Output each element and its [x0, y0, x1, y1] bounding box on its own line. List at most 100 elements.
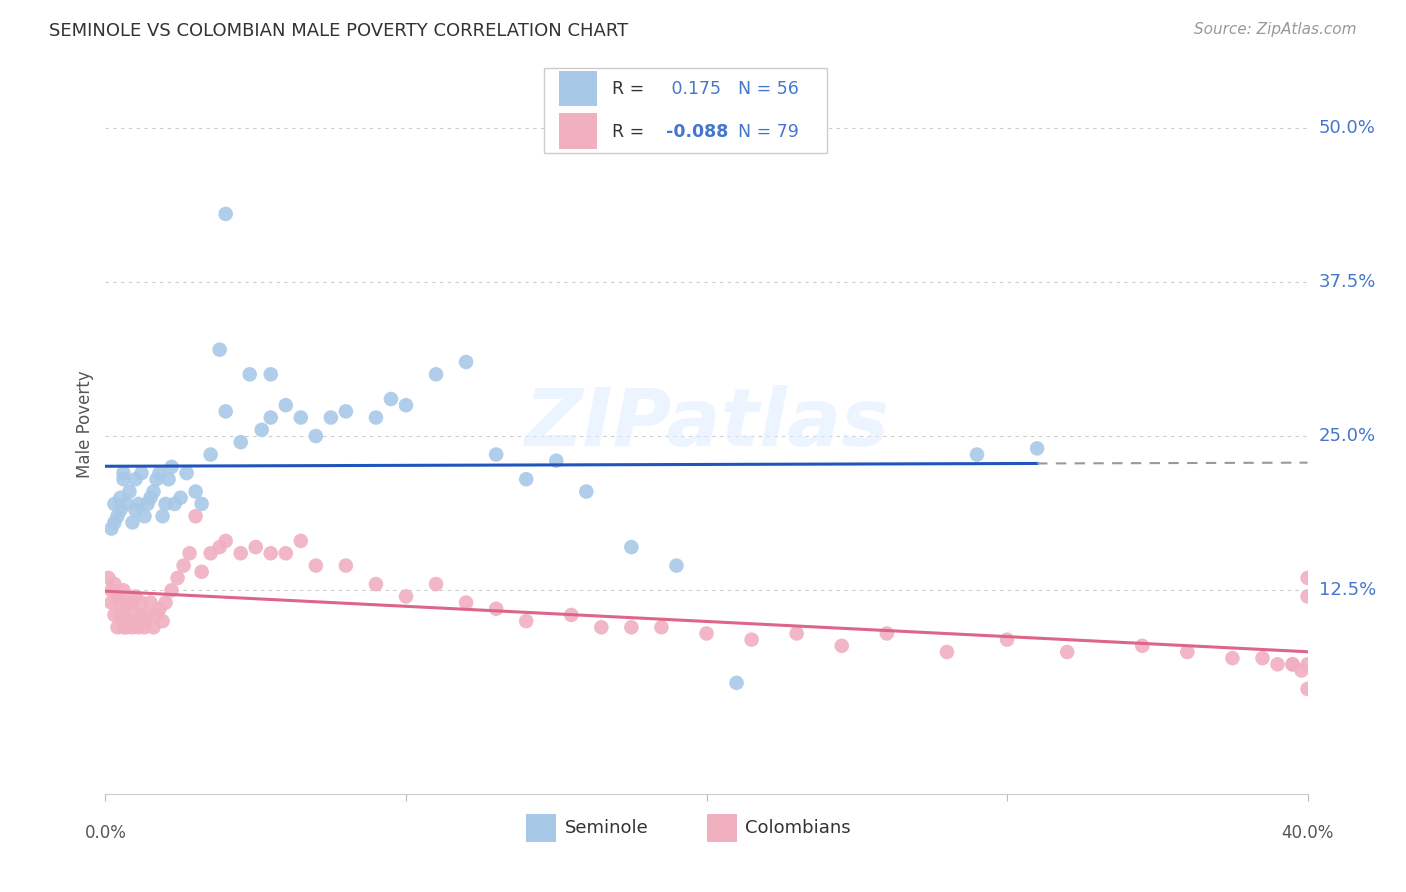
Point: [305, 558, 328, 573]
Point: [454, 596, 477, 610]
Point: [176, 466, 198, 480]
Point: [107, 620, 129, 634]
Point: [665, 558, 688, 573]
Point: [163, 497, 186, 511]
Point: [995, 632, 1018, 647]
Point: [239, 368, 262, 382]
Point: [229, 435, 252, 450]
Point: [155, 596, 177, 610]
Text: 40.0%: 40.0%: [1281, 824, 1334, 842]
Point: [145, 472, 167, 486]
Point: [290, 533, 312, 548]
Text: 12.5%: 12.5%: [1319, 582, 1376, 599]
Point: [966, 448, 988, 462]
Point: [1056, 645, 1078, 659]
Point: [1281, 657, 1303, 672]
Point: [395, 398, 418, 412]
Point: [112, 472, 135, 486]
Point: [1296, 681, 1319, 696]
Point: [214, 404, 236, 418]
Point: [380, 392, 402, 406]
Point: [118, 596, 141, 610]
Point: [1251, 651, 1274, 665]
Point: [155, 497, 177, 511]
Point: [214, 533, 236, 548]
FancyBboxPatch shape: [558, 113, 598, 149]
Point: [160, 459, 183, 474]
Text: 37.5%: 37.5%: [1319, 273, 1376, 291]
Point: [100, 522, 122, 536]
Point: [425, 577, 447, 591]
Point: [454, 355, 477, 369]
Point: [128, 497, 150, 511]
Point: [936, 645, 959, 659]
Text: ZIPatlas: ZIPatlas: [524, 384, 889, 463]
Point: [134, 620, 156, 634]
Point: [152, 614, 174, 628]
Point: [274, 546, 297, 560]
FancyBboxPatch shape: [558, 70, 598, 106]
Point: [112, 620, 135, 634]
Point: [145, 607, 167, 622]
Point: [425, 368, 447, 382]
Point: [786, 626, 808, 640]
Point: [103, 607, 125, 622]
Point: [485, 602, 508, 616]
Point: [131, 596, 153, 610]
Point: [364, 410, 387, 425]
Text: R =: R =: [612, 80, 655, 98]
Point: [214, 207, 236, 221]
Point: [876, 626, 898, 640]
Point: [260, 546, 283, 560]
Point: [100, 596, 122, 610]
Point: [121, 516, 143, 530]
Point: [103, 577, 125, 591]
Point: [124, 590, 146, 604]
Point: [160, 583, 183, 598]
Text: R =: R =: [612, 123, 650, 141]
Point: [250, 423, 273, 437]
Point: [1175, 645, 1198, 659]
Point: [200, 448, 222, 462]
Point: [118, 614, 141, 628]
Text: -0.088: -0.088: [665, 123, 728, 141]
Point: [136, 607, 159, 622]
Point: [395, 590, 418, 604]
Text: SEMINOLE VS COLOMBIAN MALE POVERTY CORRELATION CHART: SEMINOLE VS COLOMBIAN MALE POVERTY CORRE…: [49, 22, 628, 40]
Point: [485, 448, 508, 462]
Point: [1291, 664, 1313, 678]
Point: [1026, 442, 1049, 456]
Point: [100, 583, 122, 598]
Point: [97, 571, 120, 585]
Point: [107, 509, 129, 524]
Point: [110, 596, 132, 610]
Point: [620, 540, 643, 554]
Point: [115, 620, 138, 634]
Point: [179, 546, 201, 560]
Point: [591, 620, 613, 634]
Point: [128, 620, 150, 634]
Point: [131, 607, 153, 622]
Point: [184, 509, 207, 524]
Point: [166, 571, 188, 585]
Point: [131, 466, 153, 480]
Point: [121, 596, 143, 610]
Point: [515, 614, 537, 628]
Point: [110, 491, 132, 505]
Point: [115, 497, 138, 511]
Point: [142, 484, 165, 499]
Point: [169, 491, 191, 505]
Point: [190, 497, 212, 511]
Y-axis label: Male Poverty: Male Poverty: [76, 370, 94, 477]
Point: [1296, 590, 1319, 604]
Point: [157, 472, 180, 486]
Point: [136, 497, 159, 511]
FancyBboxPatch shape: [544, 69, 827, 153]
Text: 0.175: 0.175: [665, 80, 721, 98]
Point: [1296, 571, 1319, 585]
Point: [103, 516, 125, 530]
Point: [118, 484, 141, 499]
Point: [831, 639, 853, 653]
Point: [103, 497, 125, 511]
Point: [335, 558, 357, 573]
